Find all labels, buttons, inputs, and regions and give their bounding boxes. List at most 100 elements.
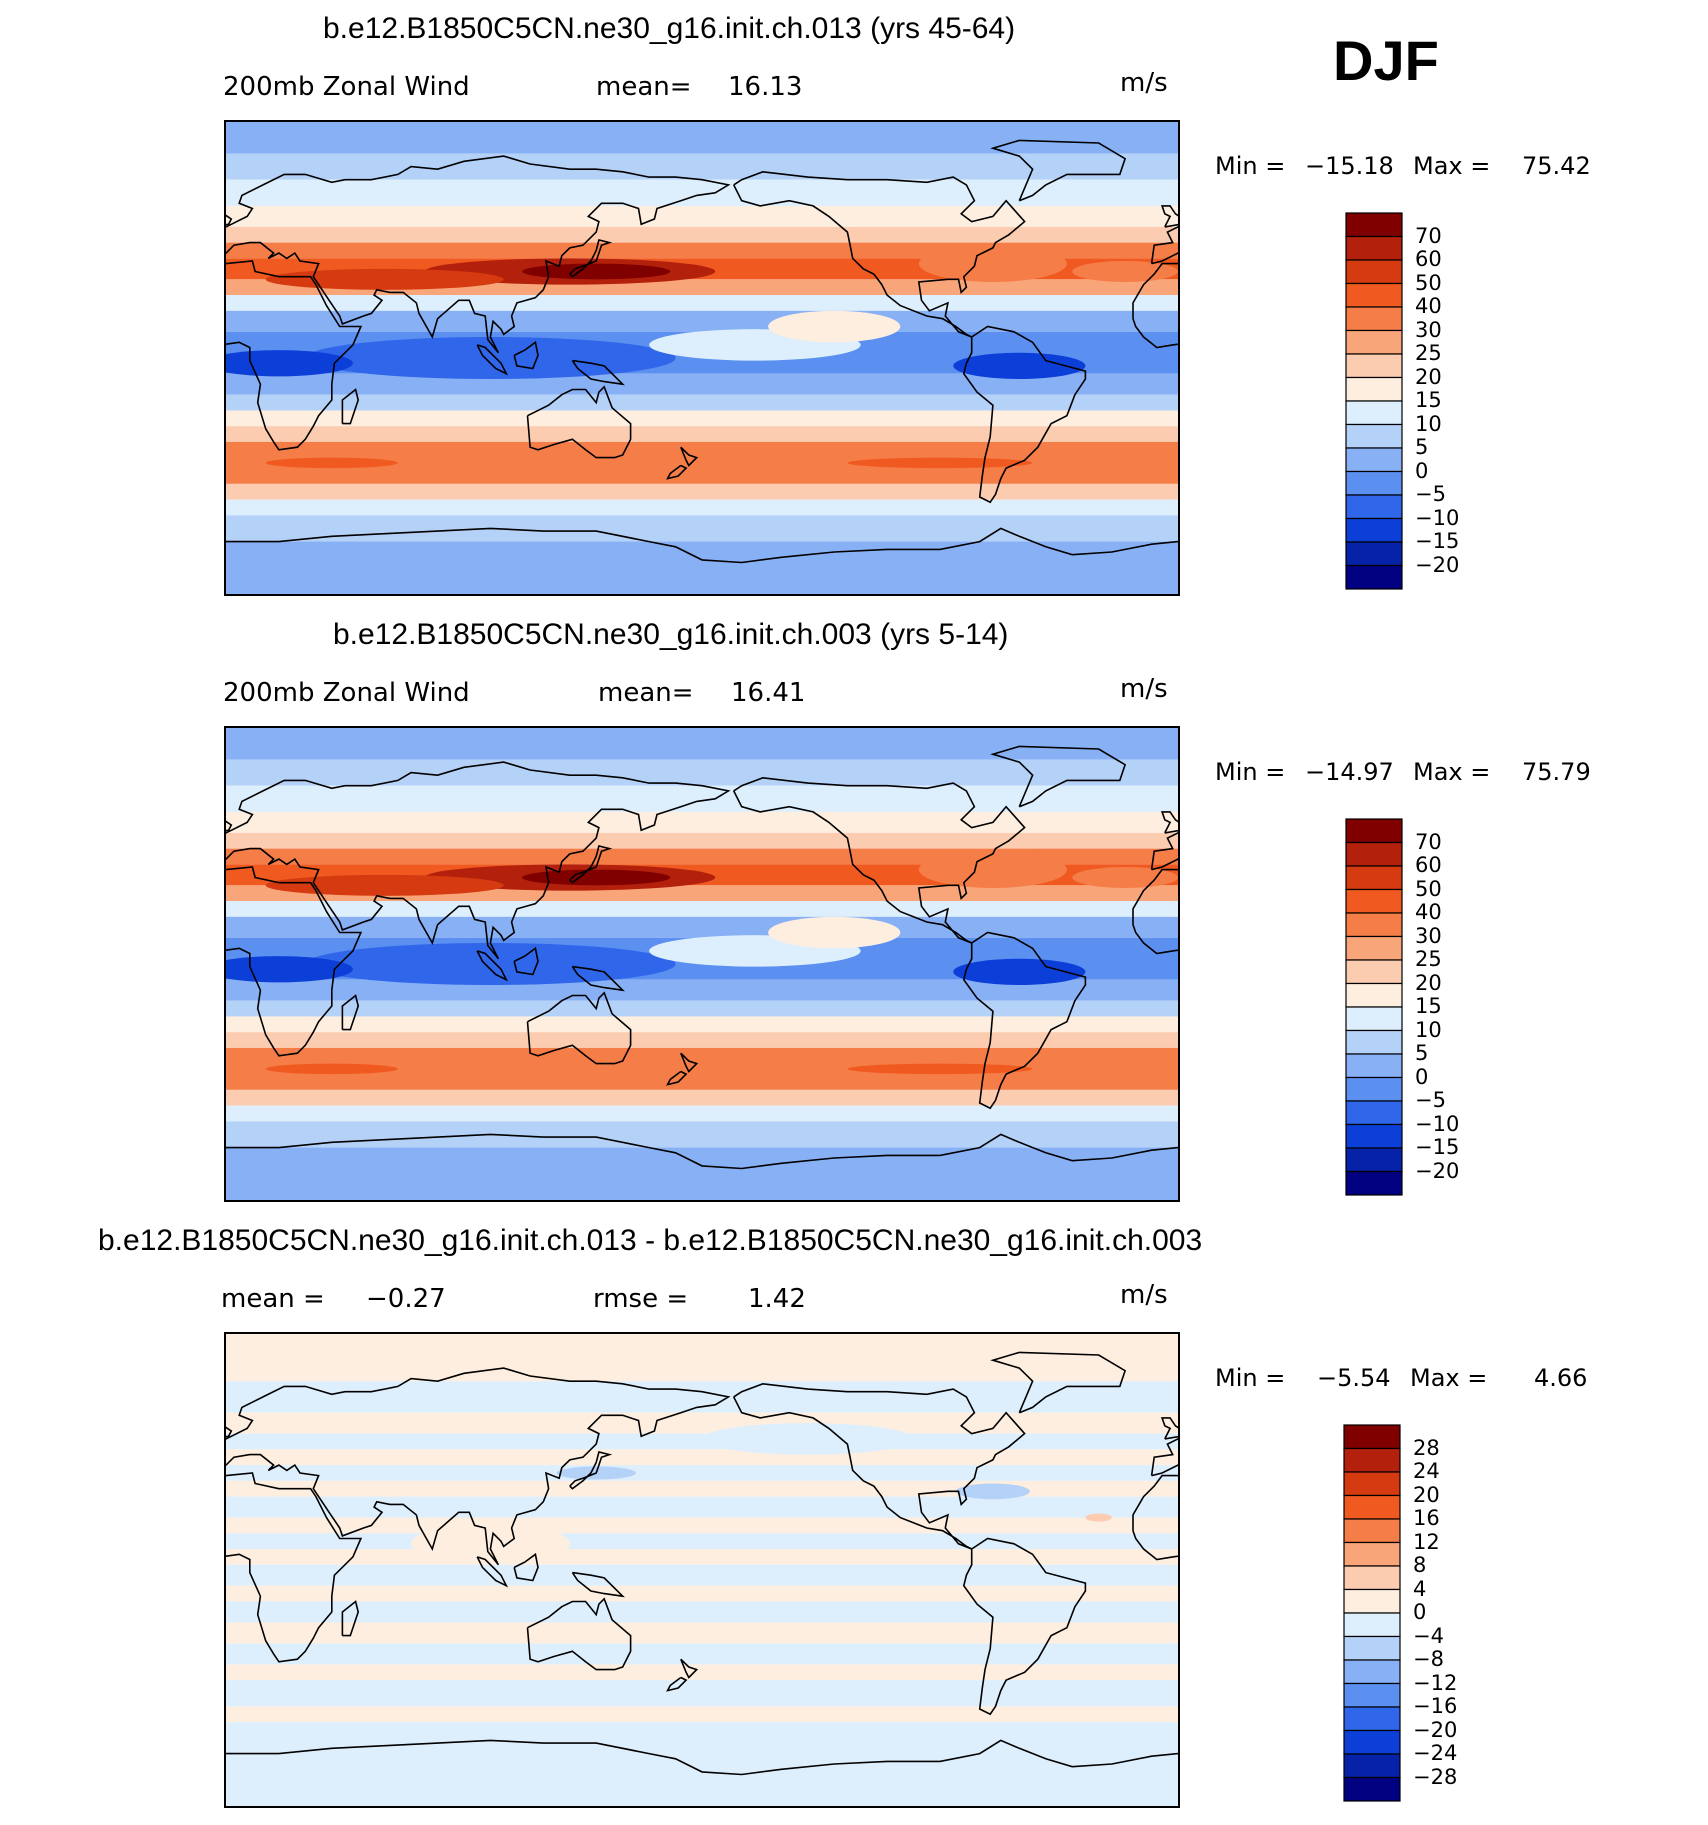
- colorbar-swatch: [1345, 912, 1403, 938]
- panel-1-mean-label: mean=: [596, 72, 692, 102]
- colorbar-swatch: [1345, 447, 1403, 473]
- season-label: DJF: [1333, 29, 1439, 92]
- panel-3-units: m/s: [1120, 1280, 1168, 1310]
- contour-feature: [226, 956, 353, 983]
- colorbar-label: 25: [1415, 947, 1442, 971]
- colorbar-swatch: [1343, 1729, 1401, 1755]
- panel-2-map: [224, 726, 1180, 1202]
- contour-feature: [265, 1063, 398, 1075]
- colorbar-swatch: [1343, 1541, 1401, 1567]
- colorbar-swatch: [1345, 935, 1403, 961]
- colorbar-label: 50: [1415, 270, 1442, 295]
- contour-feature: [1085, 1513, 1112, 1522]
- colorbar-label: 8: [1413, 1553, 1427, 1577]
- contour-feature: [847, 457, 1033, 469]
- contour-band: [226, 410, 1178, 427]
- contour-band: [226, 759, 1178, 786]
- panel-1-field-label: 200mb Zonal Wind: [223, 72, 470, 102]
- panel-3-map: [224, 1332, 1180, 1808]
- colorbar-label: −5: [1415, 482, 1446, 506]
- coastline: [680, 1052, 699, 1073]
- colorbar-label: 12: [1413, 1529, 1440, 1554]
- colorbar-swatch: [1343, 1612, 1401, 1638]
- colorbar-swatch: [1345, 564, 1403, 590]
- colorbar-label: −12: [1413, 1670, 1458, 1695]
- contour-feature: [265, 457, 398, 469]
- coastline: [476, 344, 509, 376]
- coastline: [226, 155, 731, 354]
- colorbar-label: 28: [1413, 1435, 1440, 1460]
- colorbar-swatch: [1345, 494, 1403, 520]
- contour-band: [226, 1585, 1178, 1602]
- colorbar-label: −5: [1415, 1088, 1446, 1112]
- contour-band: [226, 728, 1178, 760]
- colorbar-swatch: [1345, 1006, 1403, 1032]
- coastline: [226, 260, 363, 451]
- panel-1-min-value: −15.18: [1305, 152, 1394, 180]
- coastline: [569, 845, 613, 884]
- contour-band: [226, 1032, 1178, 1048]
- panel-2-max-label: Max =: [1413, 758, 1491, 786]
- panel-3-min-value: −5.54: [1317, 1364, 1391, 1392]
- colorbar-label: 60: [1415, 247, 1442, 271]
- panel-1-units: m/s: [1120, 68, 1168, 98]
- colorbar-swatch: [1343, 1518, 1401, 1544]
- colorbar-swatch: [1343, 1659, 1401, 1685]
- panel-2-title: b.e12.B1850C5CN.ne30_g16.init.ch.003 (yr…: [333, 618, 1009, 651]
- contour-feature: [955, 1483, 1030, 1500]
- contour-band: [226, 1465, 1178, 1481]
- colorbar-label: 70: [1415, 829, 1442, 854]
- colorbar-label: 20: [1413, 1482, 1440, 1507]
- colorbar-swatch: [1343, 1753, 1401, 1779]
- contour-band: [226, 1706, 1178, 1723]
- colorbar-label: 0: [1413, 1600, 1427, 1624]
- colorbar-label: 40: [1415, 294, 1442, 318]
- coastline: [526, 991, 632, 1065]
- colorbar-swatch: [1345, 818, 1403, 844]
- colorbar-swatch: [1345, 400, 1403, 426]
- colorbar-swatch: [1345, 329, 1403, 355]
- colorbar-label: −16: [1413, 1694, 1458, 1718]
- colorbar-swatch: [1343, 1447, 1401, 1473]
- contour-band: [226, 1564, 1178, 1586]
- coastline: [571, 965, 625, 992]
- contour-band: [226, 515, 1178, 542]
- contour-feature: [411, 1522, 570, 1565]
- colorbar-swatch: [1345, 376, 1403, 402]
- contour-band: [226, 310, 1178, 332]
- colorbar-swatch: [1345, 1170, 1403, 1196]
- contour-band: [226, 1105, 1178, 1122]
- colorbar-swatch: [1345, 212, 1403, 238]
- coastline: [1160, 811, 1178, 834]
- coastline: [990, 139, 1127, 202]
- coastline: [226, 866, 363, 1057]
- coastline: [571, 359, 625, 386]
- colorbar-label: 16: [1413, 1506, 1440, 1530]
- contour-band: [226, 1643, 1178, 1665]
- colorbar-swatch: [1345, 541, 1403, 567]
- coastline: [962, 931, 1087, 1110]
- colorbar-swatch: [1343, 1424, 1401, 1450]
- colorbar-label: −28: [1413, 1764, 1458, 1789]
- contour-band: [226, 1334, 1178, 1382]
- panel-3-max-label: Max =: [1410, 1364, 1488, 1392]
- coastline: [732, 776, 1026, 944]
- colorbar-label: −8: [1413, 1647, 1444, 1671]
- contour-band: [226, 1000, 1178, 1017]
- colorbar-label: 10: [1415, 1017, 1442, 1042]
- colorbar-swatch: [1343, 1706, 1401, 1732]
- coastline: [732, 1382, 1026, 1550]
- contour-band: [226, 426, 1178, 442]
- panel-1-max-value: 75.42: [1522, 152, 1591, 180]
- colorbar-swatch: [1345, 888, 1403, 914]
- colorbar-label: −24: [1413, 1741, 1458, 1765]
- contour-feature: [768, 310, 901, 343]
- coastline: [962, 325, 1087, 504]
- coastline: [476, 950, 509, 982]
- contour-band: [226, 1480, 1178, 1497]
- contour-feature: [265, 874, 504, 896]
- contour-band: [226, 1622, 1178, 1644]
- contour-band: [226, 979, 1178, 1001]
- contour-band: [226, 1533, 1178, 1550]
- colorbar-swatch: [1343, 1588, 1401, 1614]
